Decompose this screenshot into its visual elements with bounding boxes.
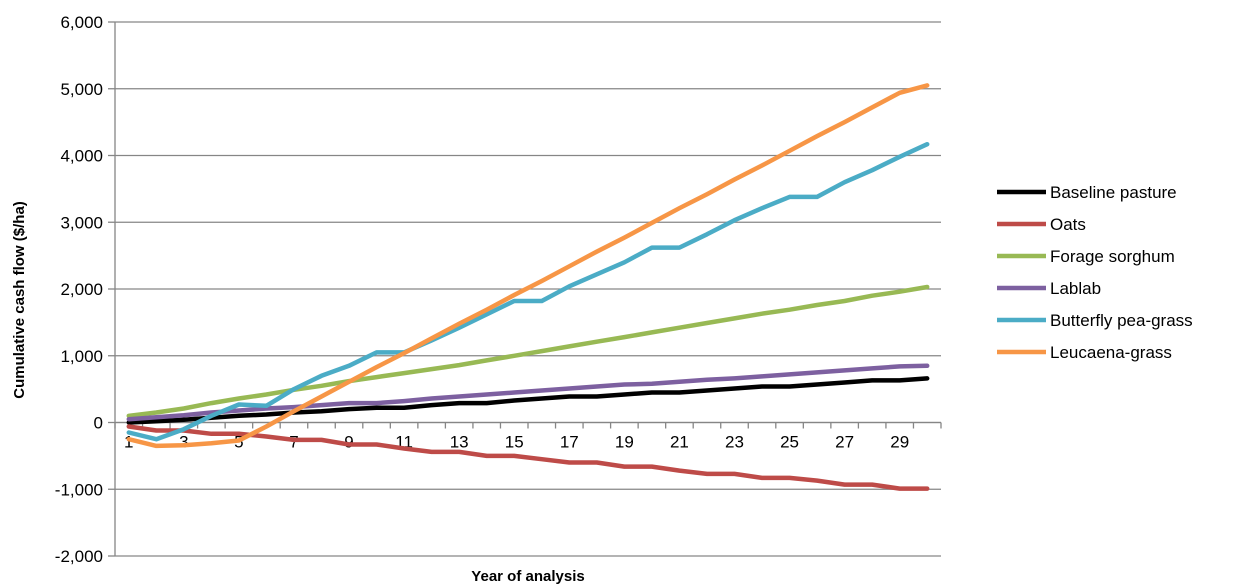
series-line-4: [126, 141, 930, 442]
x-tick-label: 13: [450, 433, 469, 452]
legend-label-1: Oats: [1050, 215, 1086, 234]
x-tick-label: 27: [835, 433, 854, 452]
y-tick-label: 2,000: [60, 280, 103, 299]
y-axis-label: Cumulative cash flow ($/ha): [11, 201, 28, 399]
series-line-2: [126, 284, 930, 419]
x-tick-label: 21: [670, 433, 689, 452]
x-tick-label: 25: [780, 433, 799, 452]
series-line-1: [126, 424, 930, 491]
y-tick-label: 4,000: [60, 147, 103, 166]
y-tick-label: 6,000: [60, 13, 103, 32]
legend-label-2: Forage sorghum: [1050, 247, 1175, 266]
series-lines: [126, 83, 930, 491]
legend-label-0: Baseline pasture: [1050, 183, 1177, 202]
x-axis-ticks: 1 3 5 7 9 11 13 15 17 19 21 23 25 27 29: [114, 422, 942, 452]
legend: Baseline pasture Oats Forage sorghum Lablab…: [997, 183, 1193, 362]
x-tick-label: 19: [615, 433, 634, 452]
x-tick-label: 9: [344, 433, 353, 452]
y-tick-label: 1,000: [60, 347, 103, 366]
series-line-5: [126, 83, 930, 449]
y-tick-label: 3,000: [60, 213, 103, 232]
legend-label-3: Lablab: [1050, 279, 1101, 298]
x-tick-label: 3: [179, 433, 188, 452]
x-tick-label: 23: [725, 433, 744, 452]
series-line-3: [126, 363, 930, 422]
y-tick-label: -1,000: [55, 480, 103, 499]
x-tick-label: 1: [124, 433, 133, 452]
x-tick-label: 15: [505, 433, 524, 452]
x-tick-label: 17: [560, 433, 579, 452]
y-tick-label: 5,000: [60, 80, 103, 99]
legend-label-4: Butterfly pea-grass: [1050, 311, 1193, 330]
x-axis-label: Year of analysis: [471, 568, 584, 585]
legend-label-5: Leucaena-grass: [1050, 343, 1172, 362]
series-line-0: [126, 376, 930, 425]
y-axis-ticks: -2,000 -1,000 0 1,000 2,000 3,000 4,000 5,000 6,…: [55, 13, 115, 566]
x-tick-label: 29: [890, 433, 909, 452]
y-tick-label: 0: [94, 414, 103, 433]
y-tick-label: -2,000: [55, 547, 103, 566]
